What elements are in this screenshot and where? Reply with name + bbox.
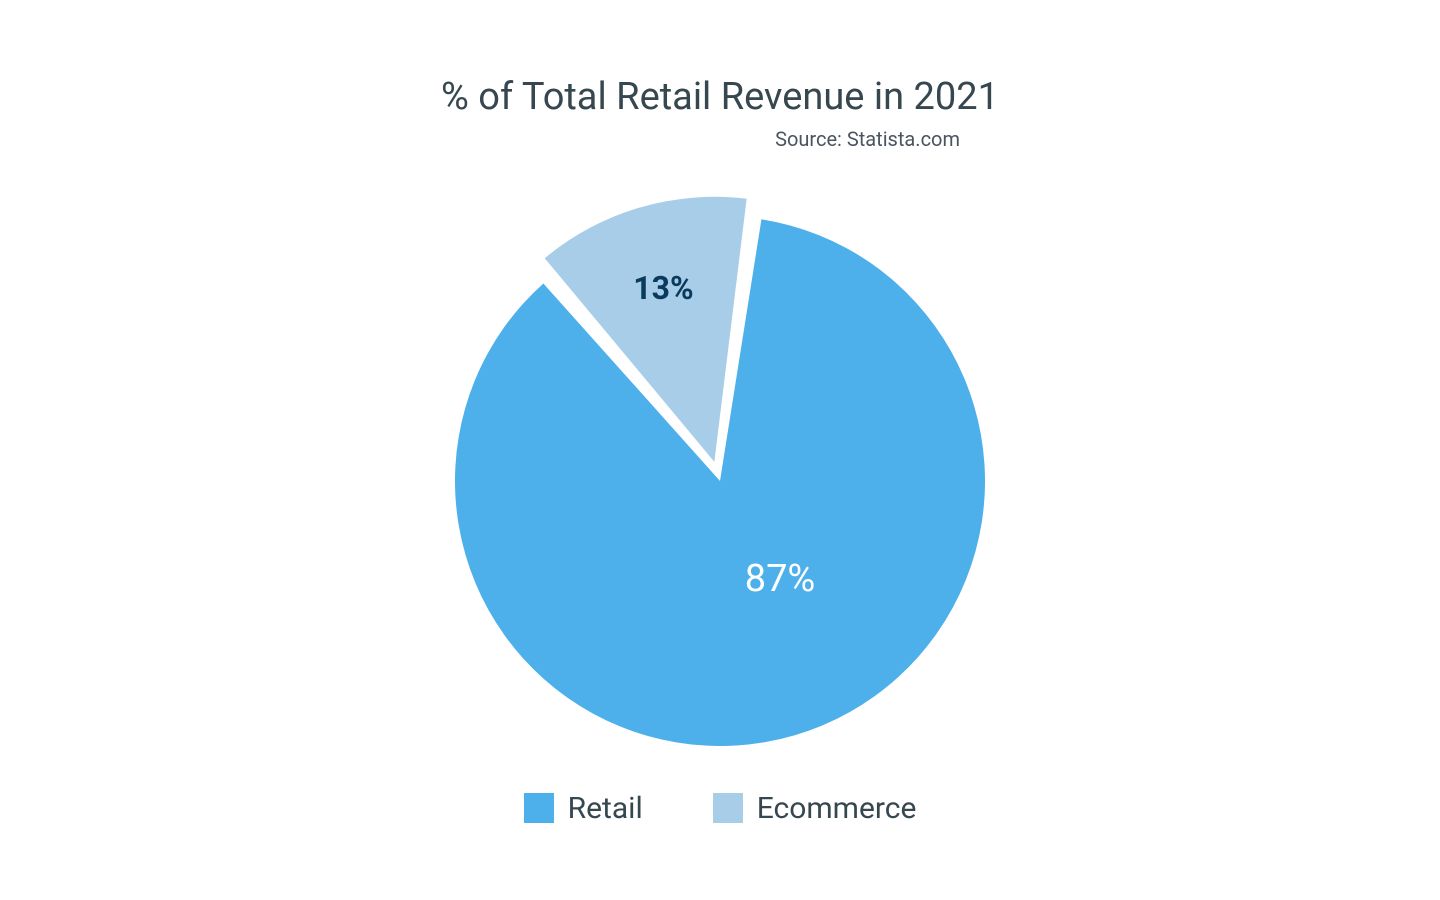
legend-item-retail: Retail <box>524 791 643 826</box>
chart-source: Source: Statista.com <box>775 127 960 151</box>
chart-title: % of Total Retail Revenue in 2021 <box>441 75 999 119</box>
legend-swatch-retail <box>524 793 554 823</box>
slice-label-retail: 87% <box>745 557 816 601</box>
slice-label-ecommerce: 13% <box>633 268 693 306</box>
pie-wrapper: 87% 13% <box>440 161 1000 761</box>
legend: Retail Ecommerce <box>524 791 917 826</box>
pie-chart-container: % of Total Retail Revenue in 2021 Source… <box>440 75 1000 826</box>
legend-item-ecommerce: Ecommerce <box>713 791 917 826</box>
legend-label-retail: Retail <box>568 791 643 826</box>
legend-label-ecommerce: Ecommerce <box>757 791 917 826</box>
pie-svg: 87% 13% <box>440 161 1000 761</box>
legend-swatch-ecommerce <box>713 793 743 823</box>
